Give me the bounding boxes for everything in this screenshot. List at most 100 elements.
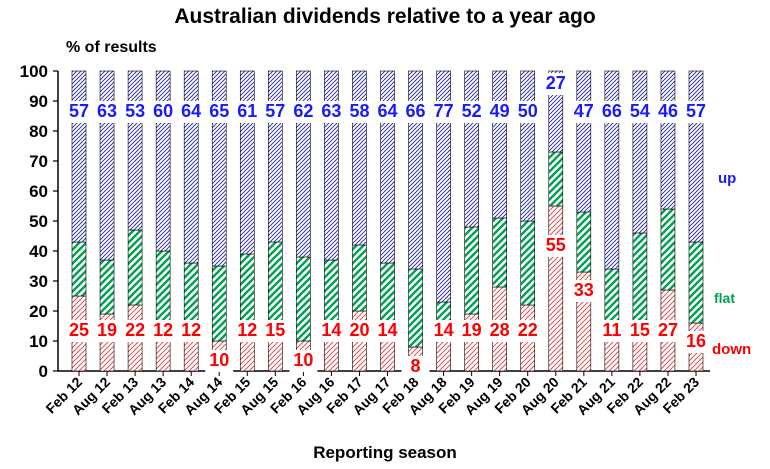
bar-flat (576, 211, 592, 273)
data-label-down: 22 (125, 320, 145, 340)
bar-flat (324, 259, 339, 330)
data-label-up: 49 (490, 101, 510, 121)
bar-up (352, 70, 367, 246)
data-label-down-bg (93, 320, 122, 342)
bar-flat (632, 232, 648, 327)
bar-flat (352, 244, 367, 312)
data-label-up-bg (121, 101, 150, 123)
data-label-down-bg (177, 320, 206, 342)
data-label-up: 52 (462, 101, 482, 121)
data-label-down-bg (149, 320, 178, 342)
bar-up (688, 70, 704, 243)
data-label-up-bg (65, 101, 93, 123)
bar-flat (211, 265, 227, 342)
data-label-down: 14 (321, 320, 341, 340)
data-label-down-bg (429, 320, 458, 342)
bar-flat (688, 241, 704, 324)
legend-up: up (718, 170, 737, 187)
data-label-up-bg (513, 101, 542, 123)
data-label-up: 77 (434, 101, 454, 121)
data-label-up-bg (653, 101, 682, 123)
bar-up (99, 70, 115, 261)
data-label-up: 65 (209, 101, 229, 121)
data-label-up-bg (205, 101, 234, 123)
data-label-up: 61 (237, 101, 257, 121)
data-label-up: 50 (518, 101, 538, 121)
data-label-up: 64 (181, 101, 201, 121)
data-label-up: 62 (293, 101, 313, 121)
data-label-down: 14 (377, 320, 397, 340)
bar-up (183, 70, 199, 264)
data-label-down: 12 (237, 320, 257, 340)
y-tick-label: 0 (39, 362, 48, 381)
data-label-up-bg (261, 101, 290, 123)
data-label-down-bg (457, 320, 486, 342)
bar-flat (127, 229, 143, 306)
data-label-down-bg (205, 350, 234, 372)
bar-up (576, 70, 592, 213)
data-label-down-bg (569, 280, 598, 302)
data-label-down-bg (485, 320, 514, 342)
data-label-up: 46 (658, 101, 678, 121)
data-label-down-bg (317, 320, 346, 342)
data-label-down: 22 (518, 320, 538, 340)
data-label-down-bg (345, 320, 374, 342)
data-label-down-bg (373, 320, 402, 342)
data-label-down: 19 (462, 320, 482, 340)
data-label-up-bg (429, 101, 458, 123)
bar-up (660, 70, 676, 210)
y-tick-label: 30 (29, 272, 48, 291)
y-tick-label: 40 (29, 242, 48, 261)
data-label-up: 57 (69, 101, 89, 121)
y-tick-label: 60 (29, 182, 48, 201)
data-label-up: 58 (349, 101, 369, 121)
data-label-up-bg (625, 101, 654, 123)
legend-flat: flat (714, 290, 735, 306)
data-label-up: 27 (546, 73, 566, 93)
data-label-up: 54 (630, 101, 650, 121)
bar-up (155, 70, 171, 252)
bar-flat (99, 259, 115, 315)
data-label-up-bg (401, 101, 430, 123)
bar-flat (464, 226, 479, 315)
data-label-down: 12 (153, 320, 173, 340)
data-label-up-bg (682, 101, 710, 123)
bar-down (604, 337, 620, 372)
data-label-down-bg (541, 235, 570, 257)
data-label-up-bg (569, 101, 598, 123)
data-label-down: 19 (97, 320, 117, 340)
data-label-down-bg (289, 350, 318, 372)
data-label-down: 12 (181, 320, 201, 340)
y-tick-label: 10 (29, 332, 48, 351)
data-label-down: 20 (349, 320, 369, 340)
bar-up (492, 70, 507, 219)
data-label-down: 28 (490, 320, 510, 340)
data-label-up-bg (457, 101, 486, 123)
data-label-down-bg (513, 320, 542, 342)
bar-up (296, 70, 311, 258)
data-label-down: 33 (574, 280, 594, 300)
data-label-up-bg (177, 101, 206, 123)
bar-flat (296, 256, 311, 342)
bar-up (127, 70, 143, 231)
y-tick-label: 50 (29, 212, 48, 231)
bar-up (239, 70, 255, 255)
data-label-up: 57 (265, 101, 285, 121)
data-label-down: 14 (434, 320, 454, 340)
data-label-up-bg (345, 101, 374, 123)
data-label-down-bg (121, 320, 150, 342)
data-label-up-bg (597, 101, 626, 123)
data-label-up: 60 (153, 101, 173, 121)
data-label-up-bg (317, 101, 346, 123)
bar-down (548, 205, 564, 372)
y-tick-label: 20 (29, 302, 48, 321)
data-label-down-bg (233, 320, 262, 342)
bar-up (520, 70, 536, 222)
data-label-down: 8 (411, 356, 421, 376)
bar-flat (408, 268, 423, 348)
data-label-up: 66 (406, 101, 426, 121)
data-label-up-bg (289, 101, 318, 123)
data-label-down-bg (65, 320, 93, 342)
data-labels: 57 25 63 19 53 22 60 12 64 12 65 10 61 12 57 15 62 10 63 14… (65, 73, 710, 378)
